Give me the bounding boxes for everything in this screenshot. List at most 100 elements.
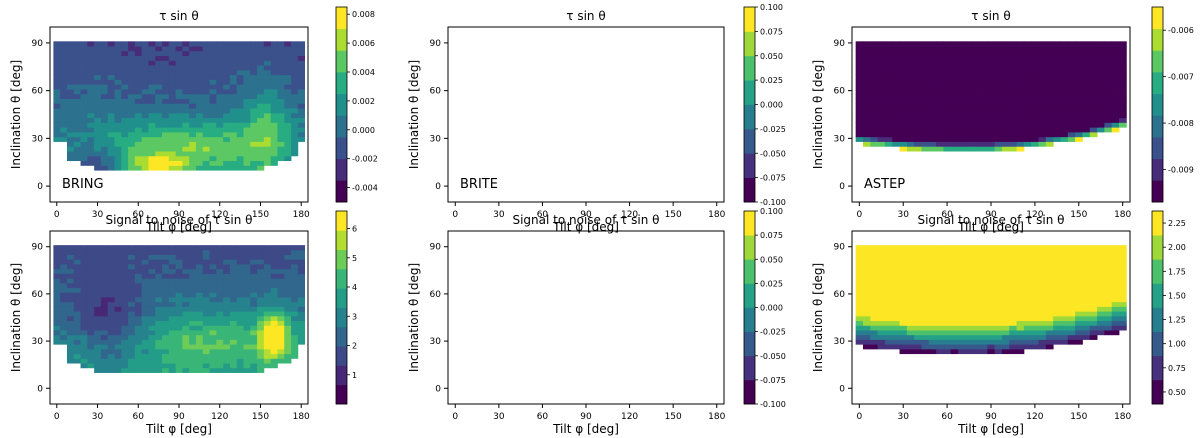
heatmap-cell xyxy=(1031,50,1039,57)
heatmap-cell xyxy=(189,330,197,336)
heatmap-cell xyxy=(284,297,292,303)
heatmap-cell xyxy=(972,306,981,312)
heatmap-cell xyxy=(943,146,952,152)
heatmap-cell xyxy=(229,165,238,171)
heatmap-cell xyxy=(243,259,251,265)
heatmap-cell xyxy=(899,325,908,331)
heatmap-cell xyxy=(928,108,937,114)
y-axis-label: Inclination θ [deg] xyxy=(407,263,421,372)
heatmap-cell xyxy=(141,311,149,317)
heatmap-cell xyxy=(236,93,244,99)
heatmap-cell xyxy=(270,249,278,255)
heatmap-cell xyxy=(1031,264,1039,270)
heatmap-cell xyxy=(87,334,95,340)
heatmap-cell xyxy=(223,60,231,66)
heatmap-cell xyxy=(994,41,1003,47)
heatmap-cell xyxy=(958,46,966,52)
heatmap-cell xyxy=(943,320,952,326)
heatmap-cell xyxy=(994,146,1003,152)
heatmap-cell xyxy=(1001,339,1010,345)
heatmap-cell xyxy=(216,112,224,119)
heatmap-cell xyxy=(1045,344,1054,350)
heatmap-cell xyxy=(182,132,190,138)
heatmap-cell xyxy=(141,117,149,123)
heatmap-cell xyxy=(134,325,143,331)
heatmap-cell xyxy=(114,155,122,162)
heatmap-cell xyxy=(877,292,886,298)
heatmap-cell xyxy=(202,151,210,157)
heatmap-cell xyxy=(1111,245,1120,251)
heatmap-cell xyxy=(128,334,136,340)
heatmap-cell xyxy=(1119,122,1127,128)
heatmap-cell xyxy=(141,330,149,336)
heatmap-cell xyxy=(943,297,952,303)
heatmap-cell xyxy=(1031,60,1039,66)
heatmap-cell xyxy=(94,151,102,157)
heatmap-cell xyxy=(877,301,886,307)
heatmap-cell xyxy=(1053,108,1061,114)
heatmap-cell xyxy=(928,315,937,322)
heatmap-cell xyxy=(1053,65,1061,71)
heatmap-cell xyxy=(980,249,988,255)
heatmap-cell xyxy=(80,353,88,359)
heatmap-cell xyxy=(141,112,149,119)
heatmap-cell xyxy=(1067,297,1076,303)
heatmap-cell xyxy=(80,348,88,355)
heatmap-cell xyxy=(87,339,95,345)
heatmap-cell xyxy=(1038,65,1047,71)
heatmap-cell xyxy=(73,146,81,152)
heatmap-cell xyxy=(884,55,893,61)
heatmap-cell xyxy=(291,259,299,265)
heatmap-cell xyxy=(257,165,265,171)
heatmap-cell xyxy=(263,344,272,350)
y-tick-label: 60 xyxy=(32,87,44,97)
heatmap-cell xyxy=(257,155,265,162)
heatmap-cell xyxy=(297,339,306,345)
heatmap-cell xyxy=(965,297,974,303)
heatmap-cell xyxy=(1038,301,1047,307)
heatmap-cell xyxy=(1075,41,1083,47)
heatmap-cell xyxy=(243,367,251,373)
heatmap-cell xyxy=(884,334,893,340)
heatmap-cell xyxy=(168,160,177,166)
heatmap-cell xyxy=(195,108,204,114)
heatmap-cell xyxy=(987,132,996,138)
heatmap-cell xyxy=(87,127,95,133)
heatmap-cell xyxy=(921,325,930,331)
heatmap-cell xyxy=(243,132,251,138)
y-tick-label: 30 xyxy=(430,337,442,347)
heatmap-cell xyxy=(107,297,115,303)
heatmap-cell xyxy=(216,146,224,152)
heatmap-cell xyxy=(899,136,908,142)
heatmap-cell xyxy=(1053,46,1061,52)
heatmap-cell xyxy=(870,103,879,109)
heatmap-cell xyxy=(87,103,95,109)
heatmap-cell xyxy=(892,287,900,293)
heatmap-cell xyxy=(958,69,966,76)
heatmap-cell xyxy=(141,98,149,104)
heatmap-cell xyxy=(972,301,981,307)
heatmap-cell xyxy=(53,315,61,322)
heatmap-cell xyxy=(202,325,210,331)
colorbar-frame xyxy=(335,6,348,203)
heatmap-cell xyxy=(1119,320,1127,326)
heatmap-cell xyxy=(243,141,251,147)
heatmap-cell xyxy=(1111,287,1120,293)
heatmap-cell xyxy=(162,292,170,298)
heatmap-cell xyxy=(972,249,981,255)
heatmap-cell xyxy=(257,249,265,255)
heatmap-cell xyxy=(223,74,231,80)
heatmap-cell xyxy=(66,273,75,279)
heatmap-cell xyxy=(1031,103,1039,109)
heatmap-cell xyxy=(236,60,244,66)
colorbar-band xyxy=(744,80,755,105)
heatmap-cell xyxy=(236,292,244,298)
heatmap-cell xyxy=(1104,330,1113,336)
heatmap-cell xyxy=(1023,273,1032,279)
heatmap-cell xyxy=(1001,136,1010,142)
heatmap-cell xyxy=(209,245,217,251)
heatmap-cell xyxy=(936,282,944,289)
heatmap-cell xyxy=(182,278,190,284)
heatmap-cell xyxy=(195,264,204,270)
heatmap-cell xyxy=(950,301,959,307)
